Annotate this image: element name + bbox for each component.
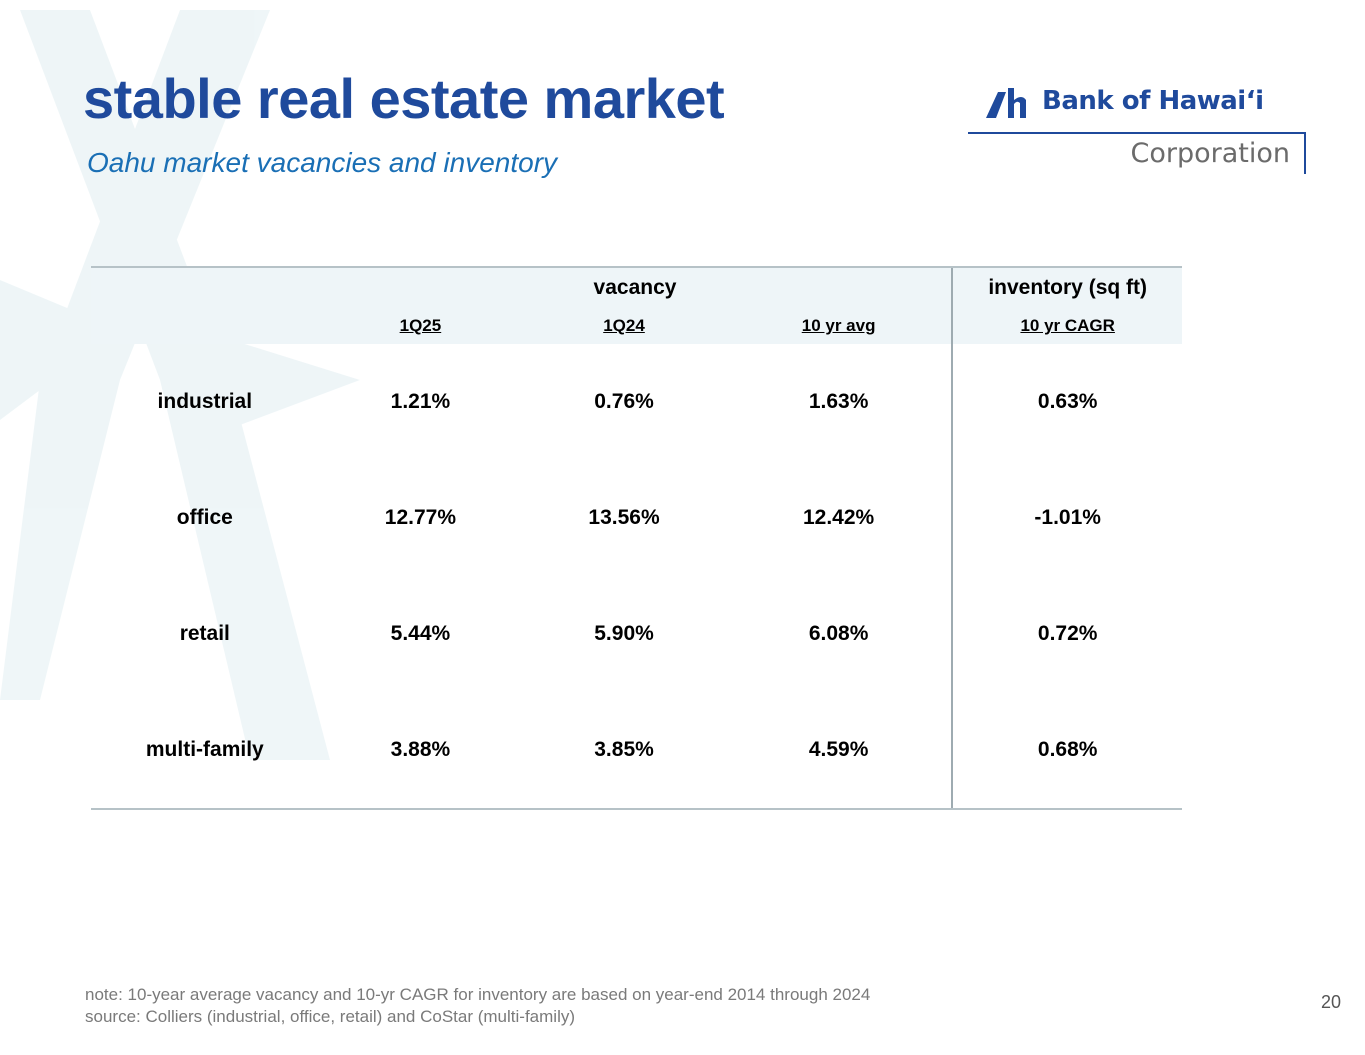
slide-subtitle: Oahu market vacancies and inventory <box>87 147 558 178</box>
cell-10yr-avg: 4.59% <box>725 692 953 810</box>
bank-logo-icon <box>986 88 1026 118</box>
header-vacancy: vacancy <box>318 266 953 308</box>
cell-1q24: 0.76% <box>594 390 654 413</box>
footnote-source: source: Colliers (industrial, office, re… <box>85 1007 576 1026</box>
logo-name: Bank of Hawaiʻi <box>1042 86 1264 116</box>
company-logo: Bank of Hawaiʻi Corporation <box>968 80 1308 176</box>
cell-10yr-avg: 12.42% <box>802 506 875 529</box>
cell-10yr-avg: 6.08% <box>808 622 869 645</box>
table-group-header-row: vacancy inventory (sq ft) <box>91 266 1182 308</box>
cell-10yr-avg: 1.63% <box>808 390 869 413</box>
cell-1q25: 5.44% <box>390 622 451 645</box>
col-header-1q24: 1Q24 <box>522 308 726 344</box>
table-row: office 12.77% 13.56% 12.42% -1.01% <box>91 460 1182 576</box>
row-label: retail <box>179 622 230 645</box>
cell-1q24: 5.90% <box>594 622 654 645</box>
row-label: office <box>176 506 233 529</box>
col-header-blank <box>91 308 319 344</box>
col-header-1q25: 1Q25 <box>318 308 523 344</box>
table-row: multi-family 3.88% 3.85% 4.59% 0.68% <box>91 692 1182 810</box>
footnotes: note: 10-year average vacancy and 10-yr … <box>85 984 870 1028</box>
row-label: industrial <box>157 390 253 413</box>
footnote-note: note: 10-year average vacancy and 10-yr … <box>85 985 871 1004</box>
row-label: multi-family <box>91 692 319 810</box>
logo-rule <box>968 132 1304 134</box>
cell-1q25: 3.88% <box>318 692 523 810</box>
page-number: 20 <box>1320 992 1341 1012</box>
header-inventory: inventory (sq ft) <box>951 266 1182 308</box>
cell-1q25: 12.77% <box>384 506 457 529</box>
header-blank <box>91 266 319 308</box>
vacancy-table: vacancy inventory (sq ft) 1Q25 1Q24 10 y… <box>91 266 1182 810</box>
col-header-10yr-avg: 10 yr avg <box>725 308 953 344</box>
col-header-10yr-cagr: 10 yr CAGR <box>951 308 1182 344</box>
cell-1q25: 1.21% <box>390 390 451 413</box>
table-column-header-row: 1Q25 1Q24 10 yr avg 10 yr CAGR <box>91 308 1182 344</box>
table-row: retail 5.44% 5.90% 6.08% 0.72% <box>91 576 1182 692</box>
cell-1q24: 3.85% <box>522 692 726 810</box>
logo-tick <box>1304 132 1306 174</box>
cell-10yr-cagr: 0.72% <box>951 576 1182 692</box>
cell-10yr-cagr: 0.68% <box>951 692 1182 810</box>
slide-title: stable real estate market <box>83 67 725 130</box>
cell-10yr-cagr: -1.01% <box>951 460 1182 576</box>
logo-subtitle: Corporation <box>1130 138 1291 169</box>
table-row: industrial 1.21% 0.76% 1.63% 0.63% <box>91 344 1182 460</box>
cell-1q24: 13.56% <box>588 506 660 529</box>
cell-10yr-cagr: 0.63% <box>951 344 1182 460</box>
